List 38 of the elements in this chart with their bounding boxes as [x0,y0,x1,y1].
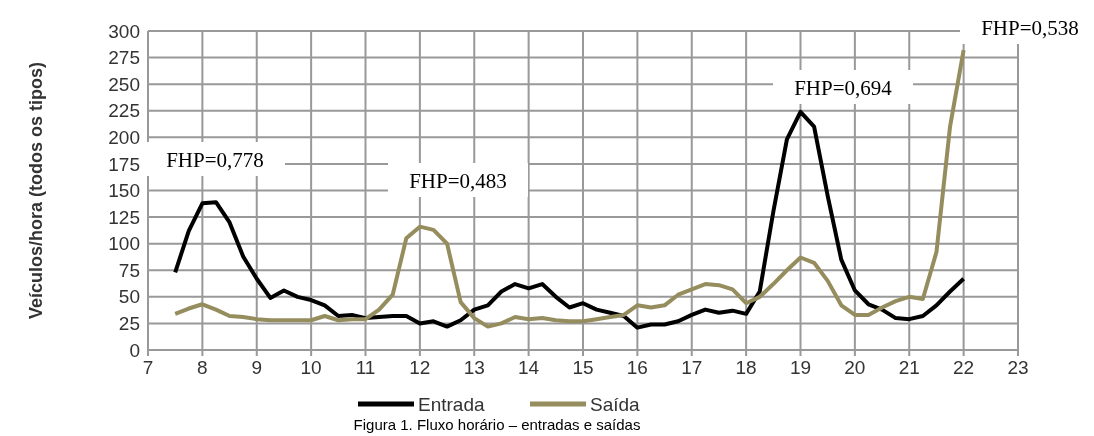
y-tick-label: 275 [108,47,140,69]
annotation: FHP=0,483 [409,169,507,194]
x-tick-label: 12 [409,357,431,378]
y-tick-label: 150 [108,180,140,202]
x-tick-label: 20 [844,357,866,378]
annotation: FHP=0,538 [981,16,1079,41]
y-tick-label: 175 [108,153,140,175]
y-tick-label: 225 [108,100,140,122]
annotation: FHP=0,778 [166,148,264,173]
x-tick-label: 11 [355,357,376,378]
x-tick-label: 22 [953,357,975,378]
x-tick-label: 19 [789,357,812,378]
x-tick-label: 13 [463,357,485,378]
x-tick-label: 10 [300,357,322,378]
legend-label: Saída [590,393,641,415]
y-tick-label: 300 [108,20,140,42]
x-tick-label: 15 [572,357,594,378]
y-tick-label: 25 [118,313,140,335]
y-tick-label: 75 [118,259,140,281]
legend-label: Entrada [418,393,485,415]
x-tick-label: 9 [251,357,263,378]
x-tick-label: 7 [142,357,154,378]
x-tick-label: 21 [898,357,920,378]
y-tick-label: 250 [108,73,140,95]
y-tick-label: 0 [129,339,140,361]
x-tick-label: 8 [197,357,208,378]
x-tick-label: 18 [735,357,757,378]
x-tick-label: 23 [1007,357,1029,378]
x-tick-label: 14 [518,357,540,378]
text: Figura 1. Fluxo horário – entradas e saídas [353,416,641,433]
y-axis-title: Veículos/hora (todos os tipos) [26,61,46,320]
annotation: FHP=0,694 [794,76,893,101]
x-tick-label: 17 [681,357,703,378]
y-tick-label: 50 [118,286,140,308]
x-tick-label: 16 [626,357,648,378]
y-tick-label: 125 [108,206,140,228]
y-tick-label: 100 [108,233,140,255]
y-tick-label: 200 [108,126,140,148]
